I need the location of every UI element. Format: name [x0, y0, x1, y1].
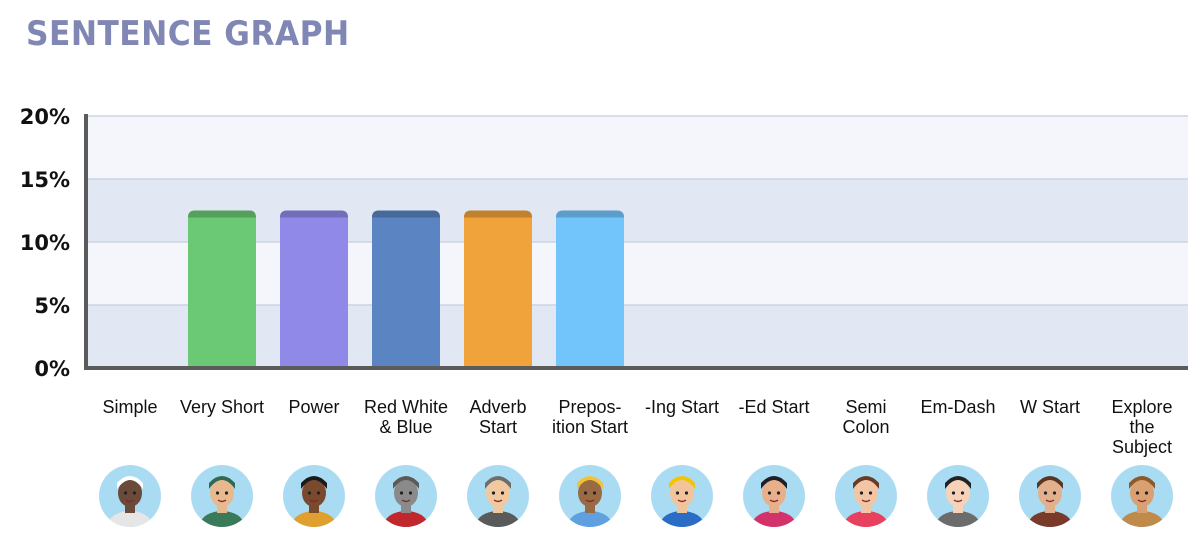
ninja-avatar-icon: [743, 465, 805, 527]
x-tick-label: Semi Colon: [842, 397, 890, 437]
bar-cap: [372, 210, 440, 218]
boy-avatar-icon: [559, 465, 621, 527]
page-title: SENTENCE GRAPH: [26, 14, 350, 54]
x-tick-label: Explore the Subject: [1111, 397, 1173, 457]
knight-avatar-icon: [375, 465, 437, 527]
x-tick-label: Very Short: [179, 397, 265, 417]
pirate-avatar-icon: [191, 465, 253, 527]
x-tick-label: -Ed Start: [738, 397, 810, 417]
bearded-man-avatar-icon: [1019, 465, 1081, 527]
y-tick-label: 15%: [20, 168, 70, 192]
bar-adverb-start: [464, 210, 532, 368]
y-tick-label: 0%: [34, 357, 70, 381]
bar-prepos-ition-start: [556, 210, 624, 368]
top-hat-avatar-icon: [927, 465, 989, 527]
x-tick-label: Simple: [102, 397, 158, 417]
bar-cap: [280, 210, 348, 218]
explorer-avatar-icon: [1111, 465, 1173, 527]
x-tick-label: -Ing Start: [644, 397, 720, 417]
woman-avatar-icon: [283, 465, 345, 527]
astronaut-avatar-icon: [99, 465, 161, 527]
girl-avatar-icon: [835, 465, 897, 527]
grid-band: [86, 116, 1188, 179]
x-tick-label: Power: [288, 397, 340, 417]
x-tick-label: Adverb Start: [469, 397, 527, 437]
x-tick-label: W Start: [1019, 397, 1080, 417]
x-tick-label: Prepos-ition Start: [551, 397, 629, 437]
y-tick-label: 5%: [34, 294, 70, 318]
bar-red-white-blue: [372, 210, 440, 368]
y-tick-label: 20%: [20, 105, 70, 129]
x-tick-label: Em-Dash: [920, 397, 996, 417]
bar-cap: [188, 210, 256, 218]
grid-band: [86, 179, 1188, 242]
grid-band: [86, 305, 1188, 368]
detective-avatar-icon: [467, 465, 529, 527]
x-tick-label: Red White & Blue: [363, 397, 449, 437]
bar-cap: [556, 210, 624, 218]
cyclist-avatar-icon: [651, 465, 713, 527]
bar-very-short: [188, 210, 256, 368]
bar-cap: [464, 210, 532, 218]
grid-band: [86, 242, 1188, 305]
y-tick-label: 10%: [20, 231, 70, 255]
bar-power: [280, 210, 348, 368]
